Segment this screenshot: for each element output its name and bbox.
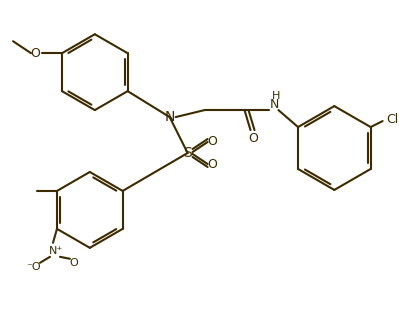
- Text: O: O: [207, 134, 217, 148]
- Text: ⁻O: ⁻O: [27, 262, 41, 272]
- Text: O: O: [30, 47, 40, 60]
- Text: N⁺: N⁺: [49, 246, 63, 256]
- Text: O: O: [69, 258, 78, 268]
- Text: H: H: [272, 91, 280, 101]
- Text: N: N: [270, 98, 279, 110]
- Text: S: S: [183, 146, 192, 160]
- Text: O: O: [207, 158, 217, 172]
- Text: O: O: [249, 132, 259, 144]
- Text: N: N: [164, 110, 175, 124]
- Text: Cl: Cl: [387, 113, 399, 125]
